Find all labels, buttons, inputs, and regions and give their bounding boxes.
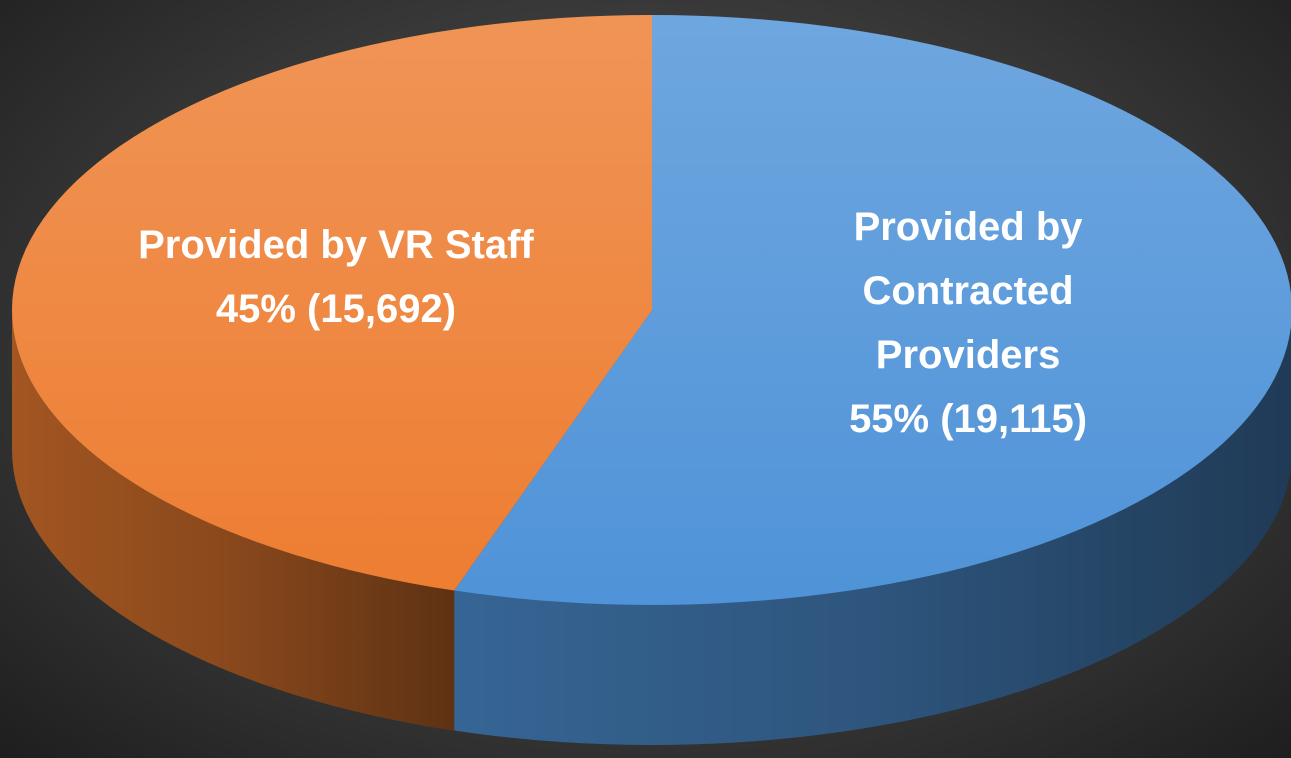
slice-label: Provided by Contracted Providers 55% (19,…	[803, 195, 1133, 451]
category-label: Provided by VR Staff	[138, 222, 534, 267]
value-label: 45% (15,692)	[215, 286, 457, 331]
slice-label: Provided by VR Staff 45% (15,692)	[86, 213, 586, 341]
value-label: 55% (19,115)	[849, 397, 1088, 442]
category-label: Provided by Contracted Providers	[853, 205, 1083, 378]
side-shade	[454, 325, 1291, 745]
side-shade	[12, 310, 455, 731]
gloss	[12, 15, 1291, 605]
